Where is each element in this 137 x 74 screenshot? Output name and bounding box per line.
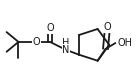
Text: N: N [62, 45, 69, 55]
Text: O: O [46, 23, 54, 33]
Text: H: H [62, 38, 69, 48]
Text: O: O [32, 37, 40, 47]
Text: OH: OH [117, 38, 132, 48]
Text: O: O [104, 22, 111, 32]
